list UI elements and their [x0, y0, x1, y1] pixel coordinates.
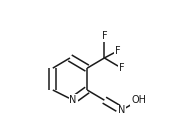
Text: N: N	[118, 105, 125, 115]
Text: N: N	[69, 95, 77, 105]
Text: F: F	[115, 46, 121, 56]
Text: F: F	[119, 63, 124, 73]
Text: OH: OH	[131, 95, 146, 105]
Text: F: F	[102, 31, 107, 41]
